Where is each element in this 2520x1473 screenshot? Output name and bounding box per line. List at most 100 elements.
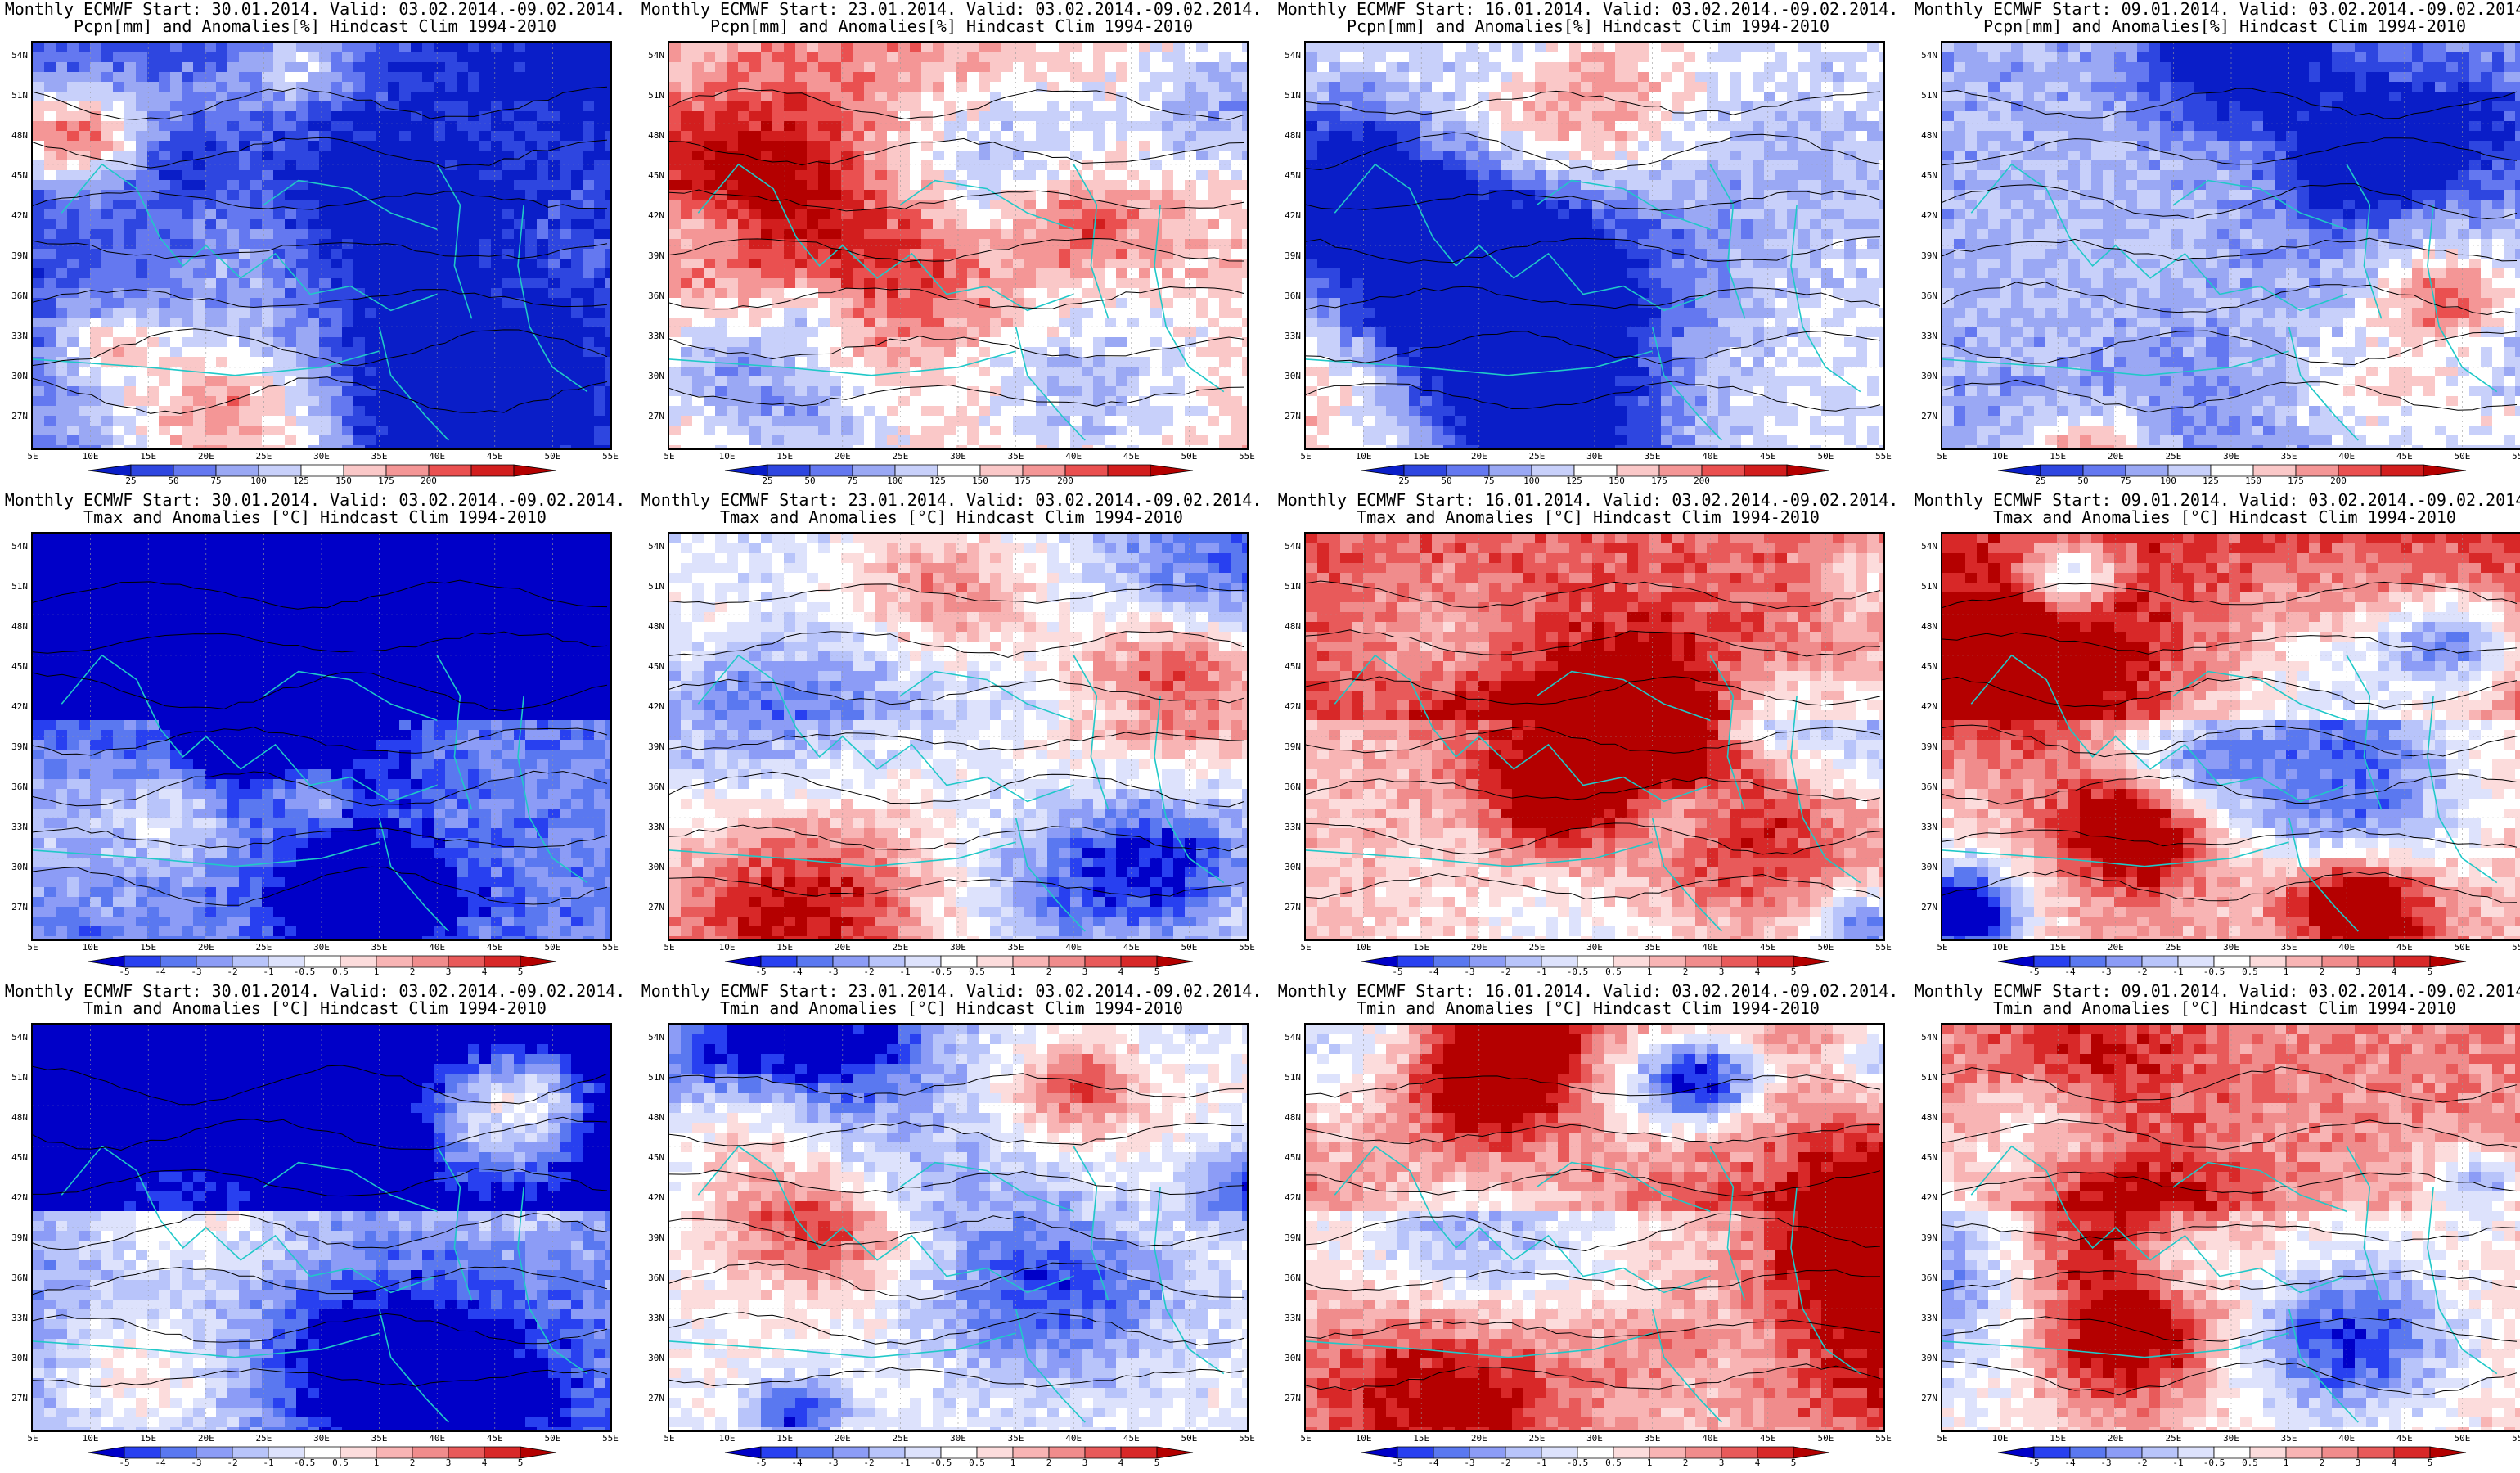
lon-tick-label: 30E — [307, 452, 336, 462]
colorbar-swatch — [1488, 464, 1532, 477]
anomaly-cells — [33, 534, 610, 939]
colorbar-label: 0.5 — [961, 967, 993, 977]
colorbar-swatch — [937, 464, 981, 477]
lat-tick-label: 36N — [1276, 1273, 1301, 1283]
anomaly-field — [1942, 1025, 2520, 1430]
lat-tick-label: 36N — [1913, 1273, 1937, 1283]
colorbar — [1997, 955, 2467, 968]
colorbar-swatch — [1757, 1446, 1794, 1459]
colorbar-label: 150 — [327, 476, 360, 486]
lat-tick-label: 39N — [3, 742, 28, 752]
anomaly-map — [31, 41, 612, 450]
colorbar-swatch — [1012, 1446, 1050, 1459]
colorbar-label: 2 — [1669, 967, 1702, 977]
colorbar — [724, 955, 1194, 968]
colorbar-label: -5 — [108, 1458, 141, 1468]
map-panel: Monthly ECMWF Start: 16.01.2014. Valid: … — [1273, 0, 1903, 491]
colorbar-swatch — [979, 464, 1024, 477]
lat-tick-label: 33N — [1913, 822, 1937, 832]
lat-tick-label: 30N — [1276, 863, 1301, 872]
colorbar-swatch — [1721, 1446, 1758, 1459]
colorbar-label: 175 — [370, 476, 403, 486]
lon-tick-label: 5E — [655, 943, 684, 953]
lon-tick-label: 50E — [2447, 943, 2477, 953]
colorbar-label: -3 — [1453, 1458, 1486, 1468]
colorbar-swatch — [1793, 955, 1830, 968]
lon-tick-label: 40E — [1059, 1434, 1088, 1444]
lon-tick-label: 20E — [2101, 943, 2131, 953]
colorbar-swatch — [88, 1446, 125, 1459]
lon-tick-label: 20E — [1465, 943, 1494, 953]
colorbar-swatch — [1721, 955, 1758, 968]
lat-tick-label: 33N — [3, 331, 28, 341]
colorbar-swatch — [724, 1446, 762, 1459]
lon-tick-label: 10E — [76, 452, 106, 462]
lat-tick-label: 48N — [640, 622, 664, 632]
panel-subtitle: Tmin and Anomalies [°C] Hindcast Clim 19… — [1910, 999, 2520, 1017]
lon-tick-label: 25E — [2158, 452, 2188, 462]
lon-tick-label: 15E — [1406, 1434, 1436, 1444]
panel-subtitle: Tmin and Anomalies [°C] Hindcast Clim 19… — [637, 999, 1267, 1017]
lon-tick-label: 15E — [770, 452, 799, 462]
lat-tick-label: 30N — [640, 863, 664, 872]
lon-tick-label: 50E — [2447, 1434, 2477, 1444]
colorbar-label: -0.5 — [2198, 967, 2230, 977]
colorbar-label: 4 — [1741, 967, 1774, 977]
colorbar — [1361, 464, 1830, 477]
lon-tick-label: 55E — [1232, 452, 1262, 462]
lon-tick-label: 45E — [480, 452, 510, 462]
lat-tick-label: 33N — [3, 822, 28, 832]
colorbar-label: 3 — [432, 1458, 465, 1468]
colorbar-label: 3 — [2342, 967, 2374, 977]
lon-tick-label: 50E — [538, 452, 567, 462]
lon-tick-label: 25E — [249, 1434, 278, 1444]
climatology-contours — [1306, 580, 1881, 900]
lat-tick-label: 36N — [3, 1273, 28, 1283]
lon-tick-label: 40E — [1695, 452, 1725, 462]
colorbar-swatch — [1997, 1446, 2035, 1459]
lat-tick-label: 33N — [1276, 822, 1301, 832]
lat-tick-label: 45N — [3, 662, 28, 672]
lat-tick-label: 36N — [640, 782, 664, 792]
lat-tick-label: 36N — [3, 782, 28, 792]
anomaly-cells — [33, 1025, 610, 1430]
colorbar-label: -3 — [2090, 1458, 2122, 1468]
anomaly-field — [33, 43, 610, 448]
anomaly-field — [1306, 534, 1883, 939]
panel-title: Monthly ECMWF Start: 09.01.2014. Valid: … — [1910, 491, 2520, 509]
colorbar-label: 5 — [1777, 1458, 1810, 1468]
lon-tick-label: 5E — [1291, 943, 1321, 953]
lon-tick-label: 10E — [76, 1434, 106, 1444]
lon-tick-label: 10E — [1349, 943, 1379, 953]
lon-tick-label: 35E — [2275, 943, 2304, 953]
colorbar-swatch — [904, 955, 942, 968]
anomaly-field — [669, 43, 1247, 448]
lat-tick-label: 33N — [640, 822, 664, 832]
colorbar-swatch — [2105, 1446, 2143, 1459]
lon-tick-label: 45E — [1753, 452, 1783, 462]
lon-tick-label: 25E — [885, 943, 915, 953]
colorbar-label: 100 — [2152, 476, 2185, 486]
colorbar-swatch — [724, 464, 768, 477]
lat-tick-label: 33N — [640, 1313, 664, 1323]
lat-tick-label: 51N — [1913, 1073, 1937, 1083]
colorbar-label: -3 — [180, 967, 213, 977]
colorbar-swatch — [343, 464, 387, 477]
lat-tick-label: 42N — [1913, 211, 1937, 221]
lat-tick-label: 39N — [3, 1233, 28, 1243]
panel-title: Monthly ECMWF Start: 09.01.2014. Valid: … — [1910, 982, 2520, 1000]
colorbar-swatch — [2033, 1446, 2071, 1459]
colorbar-label: 50 — [794, 476, 826, 486]
map-panel: Monthly ECMWF Start: 30.01.2014. Valid: … — [0, 491, 630, 982]
colorbar-swatch — [1505, 955, 1542, 968]
lat-tick-label: 30N — [1276, 1354, 1301, 1363]
colorbar-swatch — [1120, 955, 1158, 968]
colorbar-swatch — [832, 1446, 870, 1459]
colorbar-swatch — [1541, 1446, 1578, 1459]
colorbar-label: 2 — [2306, 1458, 2338, 1468]
lon-tick-label: 25E — [1522, 1434, 1551, 1444]
lon-tick-label: 30E — [2216, 452, 2246, 462]
lon-tick-label: 50E — [2447, 452, 2477, 462]
lat-tick-label: 51N — [1913, 91, 1937, 101]
lat-tick-label: 42N — [3, 1193, 28, 1203]
